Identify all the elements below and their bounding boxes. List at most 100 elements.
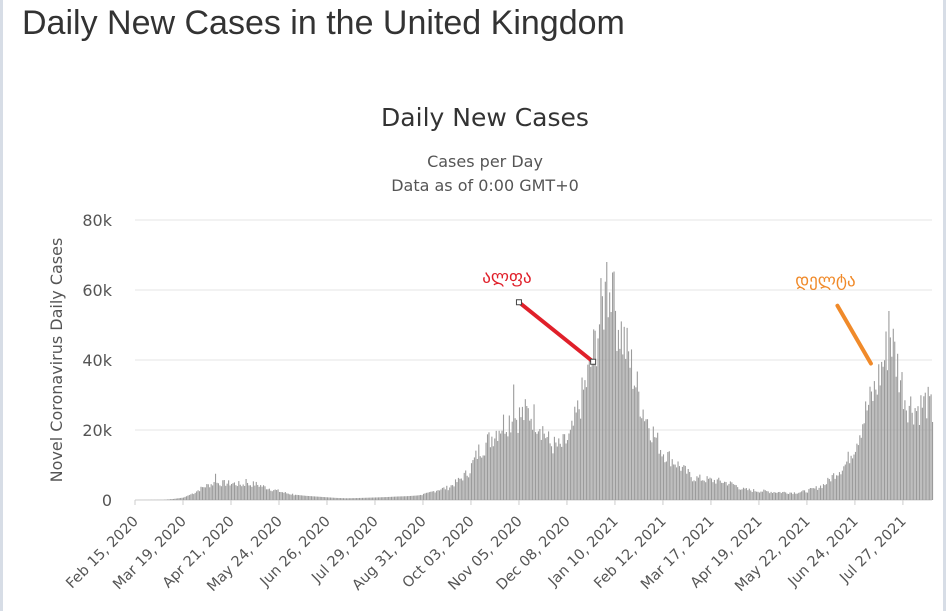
bar: [409, 495, 411, 500]
bar: [258, 486, 260, 500]
bar: [225, 485, 227, 500]
bar: [357, 497, 359, 500]
bar: [382, 497, 384, 500]
bar: [504, 433, 506, 500]
bar: [773, 492, 775, 500]
bar: [709, 477, 711, 500]
bar: [904, 400, 906, 500]
bar: [898, 392, 900, 500]
annotation-label: ალფა: [482, 267, 531, 287]
bar: [270, 490, 272, 500]
bar: [870, 391, 873, 500]
bar: [724, 481, 726, 500]
bar: [553, 436, 555, 500]
bar: [358, 497, 361, 500]
bar: [401, 496, 403, 500]
bar: [668, 451, 670, 500]
bar: [770, 491, 772, 500]
bar: [763, 489, 765, 500]
bar: [617, 329, 619, 500]
bar: [670, 466, 672, 500]
bar: [911, 412, 913, 500]
bar: [628, 351, 630, 500]
bar: [433, 491, 435, 500]
bar: [386, 497, 388, 500]
bar: [914, 408, 916, 500]
bar: [889, 337, 891, 500]
bar: [364, 497, 366, 500]
bar: [389, 496, 391, 500]
bar: [404, 496, 406, 500]
bar: [290, 494, 292, 500]
bar: [706, 476, 708, 500]
bar: [644, 421, 646, 500]
bar: [872, 400, 874, 500]
bar: [516, 419, 518, 500]
bar: [652, 426, 654, 500]
bar: [436, 490, 438, 500]
bar: [626, 327, 628, 500]
bar: [729, 481, 731, 500]
bar: [831, 475, 833, 500]
annotation-line: [516, 300, 596, 364]
bar: [876, 394, 878, 500]
bar: [900, 380, 902, 500]
bar: [687, 469, 689, 500]
bars: [136, 262, 934, 500]
bar: [716, 479, 718, 500]
bar: [604, 281, 606, 500]
bar: [537, 431, 539, 500]
bar: [500, 433, 502, 500]
bar: [630, 349, 633, 500]
bar: [569, 429, 571, 500]
bar: [254, 485, 256, 500]
bar: [495, 430, 497, 500]
bar: [702, 480, 704, 500]
bar: [786, 493, 788, 500]
bar: [388, 496, 390, 500]
bar: [916, 411, 918, 500]
bar: [891, 356, 893, 500]
bar: [219, 485, 221, 500]
y-tick-label: 20k: [82, 421, 112, 440]
bar: [581, 377, 583, 500]
bar: [875, 389, 877, 500]
bar: [345, 498, 347, 500]
bar: [859, 435, 861, 500]
bar: [431, 491, 433, 500]
bar: [257, 484, 259, 500]
bar: [454, 479, 457, 500]
bar: [226, 483, 228, 500]
bar: [840, 474, 842, 500]
bar: [677, 461, 679, 500]
bar: [348, 498, 350, 500]
bar: [468, 477, 470, 500]
bar: [690, 477, 692, 500]
bar: [745, 488, 747, 500]
bar: [897, 353, 899, 500]
bar: [521, 406, 523, 500]
bar: [294, 494, 297, 500]
bar: [341, 498, 343, 500]
bar: [815, 486, 817, 500]
bar: [316, 496, 318, 500]
bar: [484, 455, 486, 500]
bar: [501, 430, 503, 500]
bar: [478, 444, 480, 500]
bar: [513, 384, 515, 500]
bar: [694, 481, 697, 500]
bar: [737, 487, 739, 500]
bar: [415, 495, 417, 500]
bar: [558, 438, 560, 500]
bar: [785, 492, 787, 500]
bar: [564, 434, 566, 500]
bar: [274, 489, 276, 500]
bar: [881, 361, 883, 500]
bar: [396, 496, 398, 500]
bar: [651, 442, 653, 500]
bar: [265, 489, 267, 500]
bar: [782, 491, 784, 500]
bar: [508, 415, 510, 500]
bar: [905, 410, 907, 500]
